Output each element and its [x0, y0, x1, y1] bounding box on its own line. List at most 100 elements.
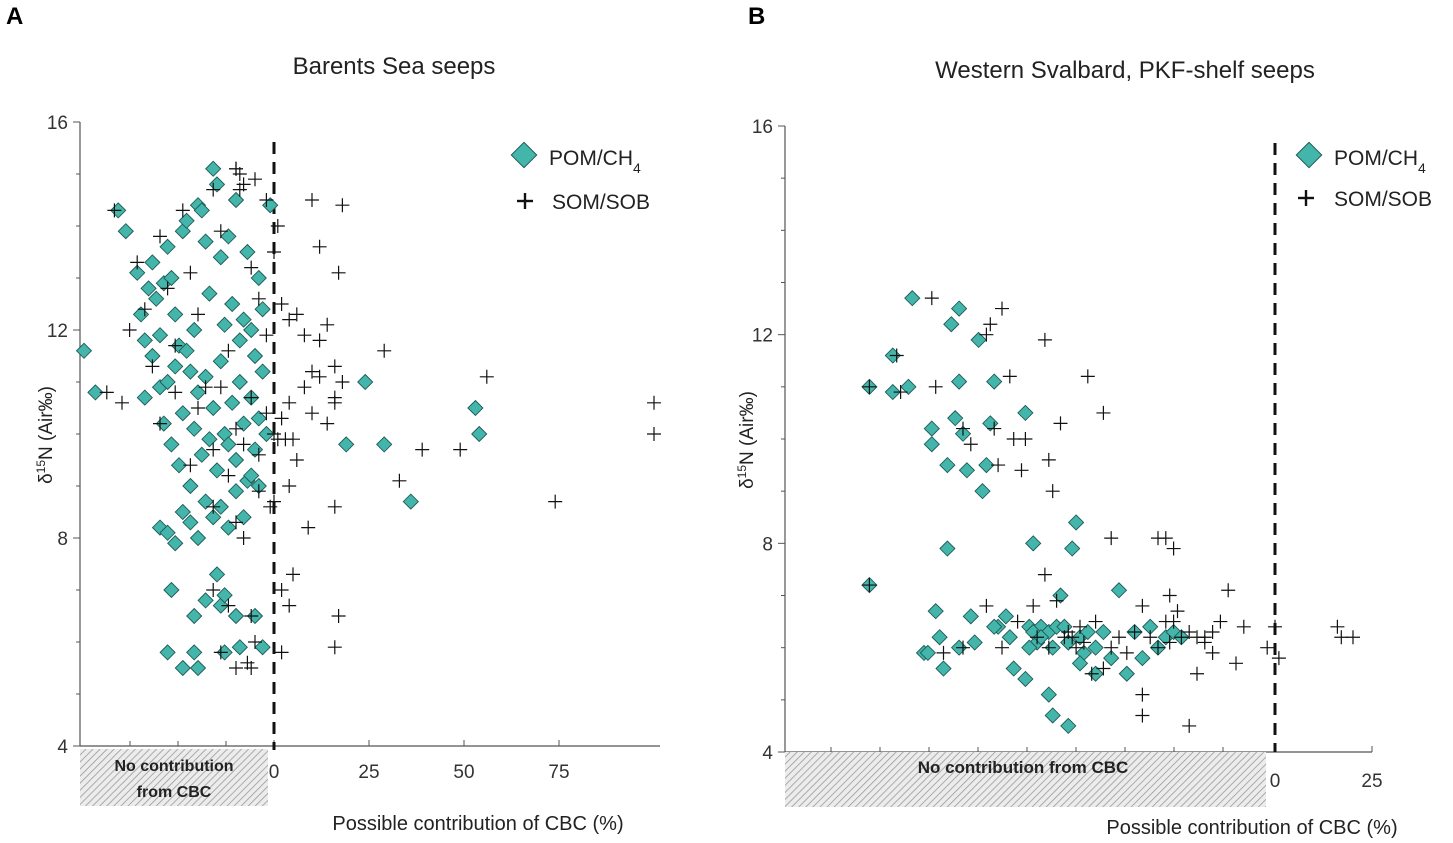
som-point [213, 224, 228, 239]
panel-b-x-axis-label: Possible contribution of CBC (%) [1106, 817, 1397, 839]
panel-b-no-contribution-region [785, 752, 1266, 807]
pom-point [947, 409, 964, 427]
som-point [327, 359, 342, 374]
som-point [278, 432, 293, 447]
pom-point [1025, 535, 1042, 552]
pom-point [144, 254, 161, 271]
som-point [251, 484, 266, 499]
pom-point [186, 607, 203, 625]
pom-point [1017, 670, 1034, 688]
som-point [647, 395, 661, 410]
som-point [320, 317, 335, 332]
som-point [956, 640, 970, 655]
pom-point [167, 306, 184, 323]
som-point [1190, 666, 1204, 681]
pom-point [923, 420, 940, 437]
som-point [1271, 651, 1286, 666]
pom-point [402, 493, 419, 510]
panel-a-y-tick-label: 12 [47, 321, 68, 342]
som-point [305, 406, 319, 421]
pom-point [471, 425, 488, 443]
pom-point [1060, 717, 1077, 735]
som-point [168, 338, 183, 353]
pom-point [231, 373, 248, 391]
panel-b-label: B [748, 3, 765, 30]
pom-point [467, 399, 484, 417]
pom-point [136, 332, 153, 349]
som-point [995, 640, 1009, 655]
som-point [1330, 619, 1345, 634]
som-point [175, 203, 190, 218]
som-point [1151, 640, 1165, 655]
pom-point [220, 519, 237, 536]
som-point [312, 369, 327, 384]
pom-point [962, 608, 979, 625]
pom-point [117, 223, 134, 240]
som-point [1236, 619, 1251, 634]
pom-point [201, 431, 218, 448]
pom-point [254, 639, 271, 656]
som-point [259, 406, 274, 421]
som-point [312, 239, 327, 254]
som-point [259, 193, 274, 207]
som-point [335, 375, 350, 389]
som-point [282, 479, 297, 493]
legend-a-som-label: SOM/SOB [552, 191, 650, 214]
panel-a-x-tick-label: 25 [358, 762, 379, 783]
som-point [1010, 614, 1025, 629]
som-point [301, 520, 316, 535]
pom-point [254, 301, 271, 318]
som-point [1049, 593, 1064, 608]
pom-point [950, 373, 968, 390]
som-point [263, 499, 278, 514]
pom-point [997, 608, 1015, 625]
som-point [1096, 661, 1111, 676]
som-point [335, 198, 350, 213]
som-point [191, 307, 205, 322]
som-point [1069, 640, 1084, 655]
panel-a-y-axis-label: δ15N (Air‰) [34, 386, 57, 484]
pom-point [197, 592, 214, 609]
som-point [1334, 630, 1349, 645]
pom-point [151, 327, 169, 344]
som-point [221, 343, 236, 358]
pom-point [1044, 707, 1061, 724]
pom-point [224, 295, 241, 313]
pom-point [201, 285, 218, 302]
pom-point [927, 603, 944, 620]
pom-point [1005, 660, 1022, 677]
som-point [647, 427, 661, 441]
legend-a-pom-marker [510, 141, 538, 169]
som-point [1018, 432, 1033, 446]
pom-point [197, 493, 214, 510]
pom-point [1087, 639, 1104, 656]
pom-point [159, 644, 176, 661]
som-point [1053, 416, 1068, 431]
som-point [251, 447, 266, 462]
som-point [1135, 598, 1150, 613]
pom-point [205, 399, 222, 417]
pom-point [212, 353, 229, 370]
som-point [232, 167, 247, 181]
pom-point [966, 634, 983, 651]
pom-point [919, 644, 937, 662]
som-point [168, 385, 183, 400]
som-point [232, 182, 247, 197]
som-point [267, 245, 281, 259]
som-point [312, 333, 327, 348]
pom-point [178, 342, 195, 359]
pom-point [1067, 514, 1085, 531]
panel-a-x-axis-label: Possible contribution of CBC (%) [332, 813, 623, 835]
panel-a-points [75, 160, 661, 677]
som-point [1076, 635, 1091, 650]
som-point [1080, 369, 1095, 384]
panel-b-y-tick-label: 12 [752, 326, 773, 347]
som-point [274, 583, 289, 597]
som-point [928, 379, 943, 394]
panel-a-x-tick-label: 50 [453, 762, 474, 783]
pom-point [338, 436, 355, 453]
som-point [1182, 718, 1197, 733]
som-point [160, 281, 175, 296]
som-point [274, 411, 289, 426]
pom-point [220, 228, 237, 245]
